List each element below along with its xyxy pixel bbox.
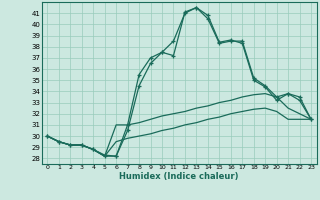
X-axis label: Humidex (Indice chaleur): Humidex (Indice chaleur) [119, 172, 239, 181]
